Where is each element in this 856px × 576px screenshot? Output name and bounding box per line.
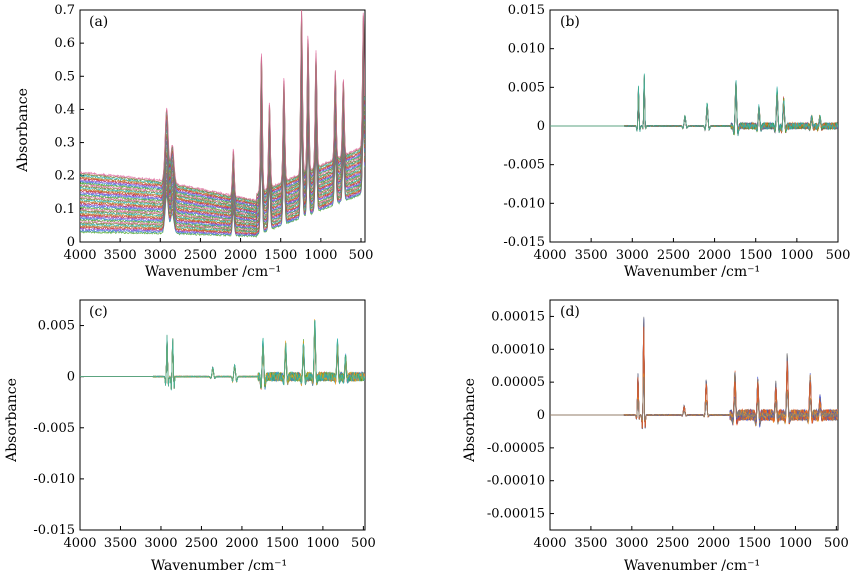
x-axis-label: Wavenumber /cm⁻¹ — [624, 264, 760, 280]
x-tick-label: 2500 — [185, 536, 218, 551]
series-group — [80, 319, 365, 391]
x-tick-label: 500 — [351, 536, 376, 551]
panel-label: (b) — [560, 14, 580, 30]
x-tick-label: 2500 — [656, 536, 689, 551]
y-tick-label: 0.005 — [38, 319, 75, 334]
y-axis-label: Absorbance — [15, 88, 31, 173]
y-tick-label: 0 — [537, 408, 545, 423]
x-tick-label: 3000 — [616, 248, 649, 263]
y-tick-label: 0.00015 — [491, 309, 545, 324]
x-tick-label: 1000 — [304, 248, 337, 263]
x-tick-label: 3500 — [575, 248, 608, 263]
y-tick-label: 0.015 — [508, 3, 545, 18]
x-tick-label: 3000 — [144, 536, 177, 551]
x-tick-label: 1500 — [738, 536, 771, 551]
x-tick-label: 1000 — [306, 536, 339, 551]
x-tick-label: 500 — [826, 248, 851, 263]
series-line — [550, 376, 838, 421]
x-tick-label: 2500 — [184, 248, 217, 263]
x-tick-label: 3500 — [104, 248, 137, 263]
series-line — [80, 10, 365, 203]
x-tick-label: 3500 — [574, 536, 607, 551]
y-tick-label: -0.00010 — [487, 474, 545, 489]
series-line — [550, 73, 838, 137]
x-tick-label: 1500 — [739, 248, 772, 263]
y-axis-label: Absorbance — [4, 378, 20, 463]
y-tick-label: 0 — [67, 370, 75, 385]
y-tick-label: -0.015 — [33, 523, 75, 538]
series-line — [80, 57, 365, 216]
y-tick-label: 0.00005 — [491, 375, 545, 390]
y-axis-label: Absorbance — [462, 378, 478, 463]
y-tick-label: -0.010 — [33, 472, 75, 487]
x-tick-label: 4000 — [63, 536, 96, 551]
y-tick-label: 0.7 — [54, 3, 75, 18]
x-tick-label: 2000 — [224, 248, 257, 263]
panel-d: (d) Absorbance Wavenumber /cm⁻¹ 4000 3500… — [462, 299, 849, 574]
series-line — [550, 378, 838, 421]
series-group — [550, 73, 838, 137]
panel-b: (b) Wavenumber /cm⁻¹ 4000 3500 3000 2500 200… — [503, 3, 850, 280]
series-group — [80, 10, 365, 238]
y-tick-label: 0.4 — [54, 102, 75, 117]
series-line — [80, 320, 365, 391]
x-tick-label: 1500 — [266, 536, 299, 551]
x-tick-label: 1000 — [780, 248, 813, 263]
x-tick-label: 3000 — [144, 248, 177, 263]
x-tick-label: 4000 — [533, 248, 566, 263]
series-group — [550, 316, 838, 430]
y-tick-label: 0 — [537, 119, 545, 134]
x-tick-label: 1000 — [779, 536, 812, 551]
y-tick-label: 0.2 — [54, 169, 75, 184]
y-tick-label: 0.5 — [54, 69, 75, 84]
y-tick-label: 0 — [67, 235, 75, 250]
x-tick-label: 2500 — [657, 248, 690, 263]
y-tick-label: 0.3 — [54, 136, 75, 151]
x-tick-label: 4000 — [63, 248, 96, 263]
y-tick-label: 0.005 — [508, 80, 545, 95]
plot-frame — [79, 299, 366, 531]
series-line — [80, 10, 365, 202]
x-axis-label: Wavenumber /cm⁻¹ — [624, 558, 760, 574]
y-tick-label: -0.005 — [503, 158, 545, 173]
x-axis-label: Wavenumber /cm⁻¹ — [145, 264, 281, 280]
y-tick-label: -0.015 — [503, 235, 545, 250]
x-tick-label: 2000 — [697, 536, 730, 551]
x-tick-label: 2000 — [225, 536, 258, 551]
panel-label: (c) — [89, 304, 108, 320]
panel-a: (a) Absorbance Wavenumber /cm⁻¹ 4000 3500… — [15, 3, 373, 280]
x-tick-label: 1500 — [264, 248, 297, 263]
y-tick-label: 0.00010 — [491, 342, 545, 357]
x-tick-label: 500 — [824, 536, 849, 551]
y-tick-label: 0.6 — [54, 36, 75, 51]
y-tick-label: 0.1 — [54, 202, 75, 217]
panel-c: (c) Absorbance Wavenumber /cm⁻¹ 4000 3500… — [4, 299, 376, 574]
y-tick-label: -0.00005 — [487, 441, 545, 456]
y-tick-label: 0.010 — [508, 42, 545, 57]
panel-label: (a) — [89, 14, 108, 30]
y-tick-label: -0.010 — [503, 196, 545, 211]
x-tick-label: 500 — [349, 248, 374, 263]
x-tick-label: 2000 — [698, 248, 731, 263]
y-tick-label: -0.005 — [33, 421, 75, 436]
x-tick-label: 3500 — [104, 536, 137, 551]
x-axis-label: Wavenumber /cm⁻¹ — [151, 558, 287, 574]
x-tick-label: 3000 — [615, 536, 648, 551]
y-tick-label: -0.00015 — [487, 507, 545, 522]
x-tick-label: 4000 — [533, 536, 566, 551]
panel-label: (d) — [560, 304, 580, 320]
